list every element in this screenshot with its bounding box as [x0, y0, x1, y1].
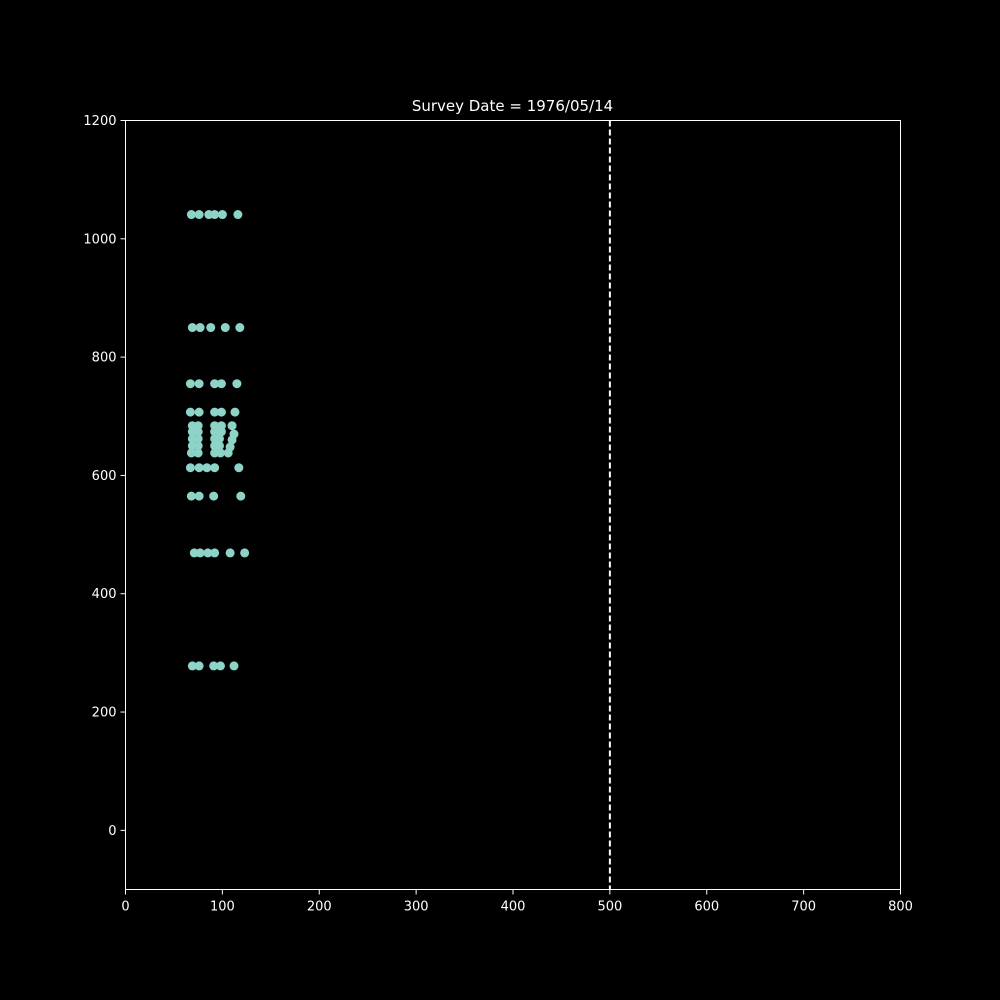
data-point	[194, 210, 204, 220]
data-point	[215, 448, 225, 458]
data-point	[209, 661, 219, 671]
data-point	[217, 210, 227, 220]
data-point	[227, 435, 237, 445]
x-tick-label: 0	[121, 900, 129, 915]
points-layer	[185, 210, 250, 671]
x-axis: 0 100 200 300 400 500 600 700 800	[121, 889, 913, 915]
y-tick-label: 1000	[83, 232, 116, 247]
data-point	[193, 448, 203, 458]
data-point	[210, 210, 220, 220]
y-tick-label: 200	[92, 706, 117, 721]
data-point	[210, 407, 220, 417]
data-point	[194, 463, 204, 473]
data-point	[186, 210, 196, 220]
y-tick-label: 600	[92, 469, 117, 484]
data-point	[240, 548, 250, 558]
y-tick-label: 0	[108, 824, 116, 839]
data-point	[209, 491, 219, 501]
data-point	[210, 463, 220, 473]
data-point	[225, 548, 235, 558]
data-point	[193, 434, 203, 444]
data-point	[185, 407, 195, 417]
x-tick-label: 200	[307, 900, 332, 915]
data-point	[194, 661, 204, 671]
data-point	[210, 427, 220, 437]
data-point	[193, 441, 203, 451]
data-point	[216, 379, 226, 389]
data-point	[194, 407, 204, 417]
data-point	[214, 434, 224, 444]
data-point	[210, 548, 220, 558]
data-point	[236, 491, 246, 501]
data-point	[223, 448, 233, 458]
data-point	[210, 379, 220, 389]
x-tick-label: 400	[501, 900, 526, 915]
data-point	[185, 463, 195, 473]
y-tick-label: 1200	[83, 114, 116, 129]
data-point	[194, 491, 204, 501]
x-tick-label: 600	[694, 900, 719, 915]
data-point	[185, 379, 195, 389]
data-point	[233, 210, 243, 220]
x-tick-label: 500	[597, 900, 622, 915]
data-point	[230, 407, 240, 417]
data-point	[202, 463, 212, 473]
y-axis: 0 200 400 600 800 1000 1200	[83, 114, 126, 839]
data-point	[227, 421, 237, 431]
data-point	[214, 441, 224, 451]
y-tick-label: 800	[92, 351, 117, 366]
data-point	[186, 491, 196, 501]
x-tick-label: 300	[404, 900, 429, 915]
data-point	[216, 427, 226, 437]
data-point	[235, 323, 245, 333]
data-point	[203, 548, 213, 558]
data-point	[194, 379, 204, 389]
data-point	[187, 661, 197, 671]
data-point	[193, 427, 203, 437]
data-point	[187, 323, 197, 333]
x-tick-label: 800	[888, 900, 913, 915]
data-point	[216, 407, 226, 417]
data-point	[234, 463, 244, 473]
data-point	[186, 448, 196, 458]
chart-title: Survey Date = 1976/05/14	[412, 97, 613, 115]
data-point	[215, 661, 225, 671]
data-point	[195, 323, 205, 333]
data-point	[232, 379, 242, 389]
x-tick-label: 100	[210, 900, 235, 915]
data-point	[206, 323, 216, 333]
data-point	[220, 323, 230, 333]
x-tick-label: 700	[791, 900, 816, 915]
y-tick-label: 400	[92, 587, 117, 602]
data-point	[195, 548, 205, 558]
data-point	[229, 661, 239, 671]
